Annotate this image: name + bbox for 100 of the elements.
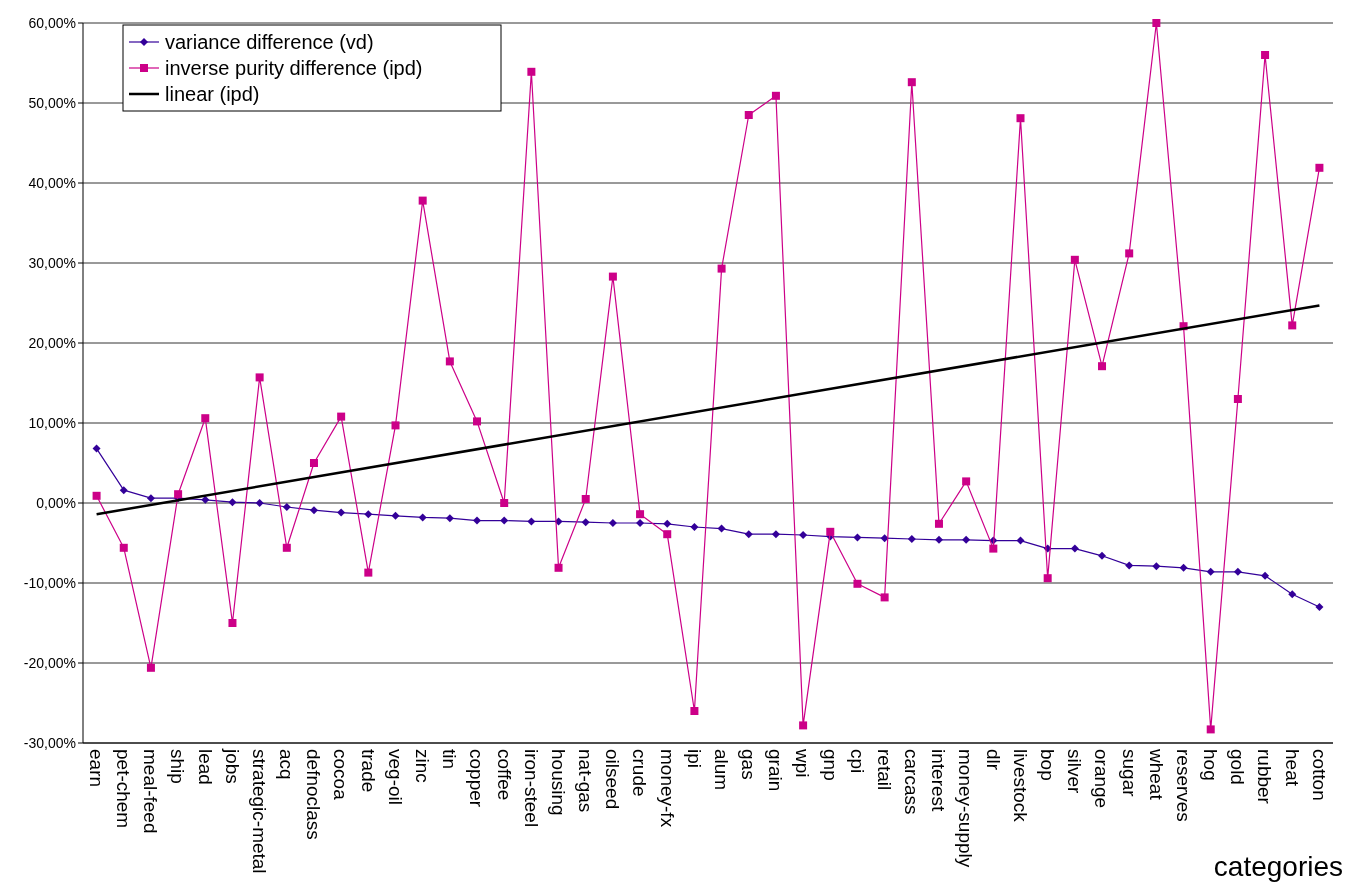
point <box>282 503 291 511</box>
point <box>418 196 427 205</box>
point <box>445 514 454 523</box>
x-tick-label: interest <box>928 749 950 813</box>
x-tick-label: tin <box>439 749 461 770</box>
point <box>744 530 753 539</box>
point <box>1125 561 1134 570</box>
point <box>119 486 128 495</box>
point <box>1125 249 1134 258</box>
x-tick-label: veg-oil <box>384 749 406 805</box>
point <box>880 534 889 543</box>
x-tick-label: lead <box>194 749 216 785</box>
point <box>146 663 155 672</box>
point <box>500 499 509 507</box>
point <box>1070 255 1079 264</box>
point <box>771 530 780 539</box>
x-tick-label: reserves <box>1172 749 1194 822</box>
x-tick-label: pet-chem <box>113 749 135 829</box>
y-tick-label: 30,00% <box>28 254 76 271</box>
y-tick-label: 0,00% <box>36 494 76 511</box>
x-tick-label: defnoclass <box>303 749 325 840</box>
point <box>119 543 128 552</box>
point <box>880 593 889 602</box>
point <box>255 373 264 382</box>
point <box>690 523 699 531</box>
point <box>962 535 971 544</box>
point <box>1016 114 1025 123</box>
point <box>962 477 971 486</box>
point <box>473 417 482 426</box>
x-tick-label: housing <box>547 749 569 816</box>
y-tick-label: 20,00% <box>28 334 76 351</box>
point <box>146 494 155 503</box>
x-tick-label: gnp <box>819 749 841 781</box>
point <box>1315 603 1324 611</box>
point <box>1070 544 1079 553</box>
point <box>690 707 699 715</box>
x-tick-label: silver <box>1064 749 1086 795</box>
point <box>636 519 645 527</box>
x-tick-label: jobs <box>221 748 243 784</box>
point <box>744 111 753 119</box>
x-tick-label: oilseed <box>602 749 624 810</box>
point <box>201 495 210 504</box>
x-tick-label: retail <box>873 749 895 791</box>
point <box>1043 574 1052 583</box>
x-tick-label: livestock <box>1009 749 1031 823</box>
point <box>799 721 808 730</box>
point <box>500 516 509 525</box>
point <box>1016 536 1025 545</box>
point <box>581 518 590 527</box>
point <box>989 544 998 553</box>
point <box>1288 590 1297 599</box>
x-tick-label: copper <box>466 749 488 808</box>
x-tick-label: crude <box>629 749 651 797</box>
point <box>1233 567 1242 576</box>
point <box>174 490 183 499</box>
point <box>853 579 862 588</box>
legend-label: inverse purity difference (ipd) <box>165 57 423 79</box>
x-tick-label: heat <box>1281 749 1303 787</box>
point <box>663 519 672 528</box>
y-tick-label: 40,00% <box>28 174 76 191</box>
point <box>92 491 101 500</box>
point <box>853 533 862 542</box>
point <box>1152 19 1161 27</box>
point <box>581 495 590 503</box>
y-tick-label: -20,00% <box>23 654 76 671</box>
point <box>1179 563 1188 572</box>
point <box>771 91 780 100</box>
point <box>799 531 808 539</box>
point <box>826 527 835 536</box>
point <box>1152 562 1161 571</box>
x-tick-label: acq <box>276 749 298 780</box>
x-tick-label: wheat <box>1145 748 1167 801</box>
point <box>1206 567 1215 576</box>
point <box>337 508 346 517</box>
point <box>554 563 563 572</box>
x-tick-label: earn <box>85 749 107 788</box>
point <box>527 67 536 76</box>
x-tick-label: meal-feed <box>140 749 162 834</box>
x-tick-label: money-supply <box>955 749 977 868</box>
point <box>364 510 373 519</box>
point <box>934 519 943 528</box>
point <box>228 498 237 507</box>
x-axis-title: categories <box>1213 851 1343 882</box>
point <box>907 78 916 87</box>
point <box>1315 163 1324 172</box>
point <box>391 421 400 430</box>
point <box>1233 395 1242 403</box>
y-tick-label: 50,00% <box>28 94 76 111</box>
point <box>391 511 400 520</box>
point <box>934 535 943 544</box>
point <box>717 264 726 273</box>
x-tick-label: carcass <box>901 749 923 815</box>
point <box>364 568 373 577</box>
point <box>527 517 536 526</box>
point <box>608 519 617 527</box>
x-tick-label: coffee <box>493 749 515 801</box>
point <box>201 414 210 423</box>
x-tick-label: alum <box>710 749 732 791</box>
point <box>907 535 916 543</box>
point <box>418 513 427 522</box>
